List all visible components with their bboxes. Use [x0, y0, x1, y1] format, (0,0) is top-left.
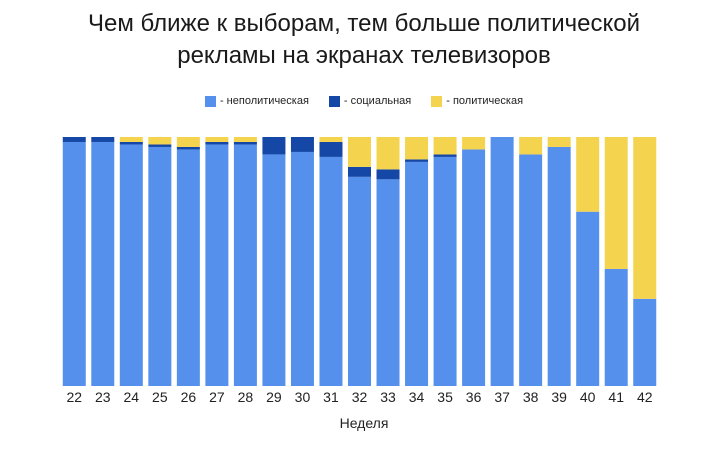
- bar-nonpolitical-29: [262, 154, 286, 386]
- bar-political-42: [633, 137, 657, 299]
- bar-nonpolitical-42: [633, 298, 657, 386]
- legend-swatch-political: [431, 95, 443, 107]
- bar-nonpolitical-38: [519, 154, 543, 386]
- legend-item-political: - политическая: [431, 95, 523, 107]
- x-tick-label: 40: [580, 389, 596, 405]
- x-tick-label: 25: [152, 389, 168, 405]
- bar-political-31: [319, 137, 343, 142]
- legend: - неполитическая - социальная - политиче…: [0, 95, 728, 107]
- bar-social-28: [233, 141, 257, 145]
- legend-item-nonpolitical: - неполитическая: [204, 95, 309, 107]
- bar-nonpolitical-27: [205, 144, 229, 386]
- bar-political-39: [547, 137, 571, 147]
- bar-nonpolitical-40: [576, 211, 600, 386]
- bar-political-41: [604, 137, 628, 269]
- bar-nonpolitical-25: [148, 146, 172, 386]
- bar-nonpolitical-26: [176, 149, 200, 386]
- bar-nonpolitical-39: [547, 146, 571, 386]
- bar-social-22: [62, 137, 86, 142]
- bar-political-38: [519, 137, 543, 155]
- x-tick-label: 28: [238, 389, 254, 405]
- bar-social-33: [376, 169, 400, 180]
- x-tick-label: 38: [523, 389, 539, 405]
- x-tick-label: 27: [209, 389, 225, 405]
- bar-social-30: [290, 137, 314, 152]
- bar-political-33: [376, 137, 400, 170]
- bar-political-28: [233, 137, 257, 142]
- bar-nonpolitical-36: [462, 149, 486, 386]
- bar-political-36: [462, 137, 486, 150]
- bar-nonpolitical-30: [290, 151, 314, 386]
- x-tick-label: 34: [409, 389, 425, 405]
- bar-social-34: [405, 159, 429, 162]
- bar-nonpolitical-34: [405, 161, 429, 386]
- bar-nonpolitical-28: [233, 144, 257, 386]
- x-tick-label: 26: [181, 389, 197, 405]
- bar-social-26: [176, 146, 200, 150]
- bar-nonpolitical-33: [376, 179, 400, 386]
- x-tick-label: 33: [380, 389, 396, 405]
- bar-social-32: [348, 166, 371, 177]
- bar-political-26: [176, 137, 200, 147]
- bar-political-25: [148, 137, 172, 145]
- x-tick-label: 41: [608, 389, 624, 405]
- x-tick-label: 30: [295, 389, 311, 405]
- bar-social-23: [91, 137, 115, 142]
- bar-nonpolitical-22: [62, 141, 86, 386]
- x-tick-label: 24: [124, 389, 140, 405]
- bar-political-27: [205, 137, 229, 142]
- legend-swatch-nonpolitical: [204, 95, 216, 107]
- bar-political-35: [433, 137, 457, 155]
- legend-swatch-social: [328, 95, 340, 107]
- bar-political-24: [119, 137, 143, 142]
- x-tick-label: 23: [95, 389, 111, 405]
- chart-title-line-1: Чем ближе к выборам, тем больше политиче…: [87, 10, 641, 37]
- bar-nonpolitical-24: [119, 144, 143, 386]
- bar-social-35: [433, 154, 457, 157]
- bar-nonpolitical-31: [319, 156, 343, 386]
- x-tick-label: 42: [637, 389, 653, 405]
- x-tick-label: 37: [494, 389, 510, 405]
- bar-social-24: [119, 141, 143, 145]
- bar-nonpolitical-41: [604, 268, 628, 386]
- bar-nonpolitical-23: [91, 141, 115, 386]
- x-tick-label: 35: [437, 389, 453, 405]
- legend-label-political: - политическая: [446, 95, 524, 107]
- legend-label-nonpolitical: - неполитическая: [219, 95, 309, 107]
- legend-label-social: - социальная: [343, 95, 412, 107]
- bar-political-34: [405, 137, 429, 160]
- bar-social-25: [148, 144, 172, 147]
- x-tick-label: 36: [466, 389, 482, 405]
- x-axis-title: Неделя: [339, 415, 389, 431]
- bar-nonpolitical-32: [348, 176, 371, 386]
- chart-title-line-2: рекламы на экранах телевизоров: [177, 42, 551, 69]
- bar-social-29: [262, 137, 286, 155]
- legend-item-social: - социальная: [328, 95, 412, 107]
- x-tick-label: 29: [266, 389, 282, 405]
- x-tick-label: 32: [352, 389, 368, 405]
- bar-political-40: [576, 137, 600, 212]
- x-tick-label: 31: [323, 389, 339, 405]
- bar-social-27: [205, 141, 229, 145]
- bar-social-31: [319, 141, 343, 157]
- bar-nonpolitical-37: [490, 137, 514, 386]
- bar-nonpolitical-35: [433, 156, 457, 386]
- x-tick-label: 39: [551, 389, 567, 405]
- bar-political-32: [348, 137, 371, 167]
- x-tick-label: 22: [66, 389, 82, 405]
